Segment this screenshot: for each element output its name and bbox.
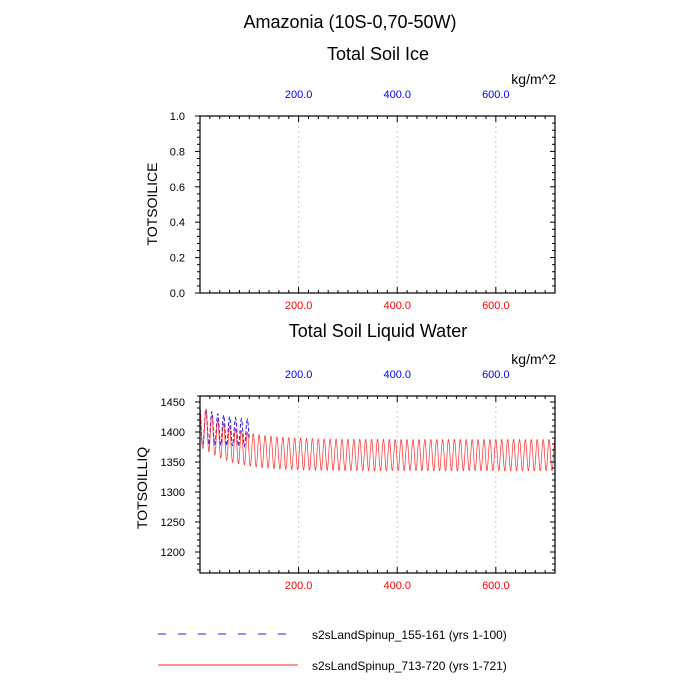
legend: s2sLandSpinup_155-161 (yrs 1-100) s2sLan…: [158, 628, 507, 673]
series-line-spinup-155-161: [199, 407, 250, 449]
chart-title: Total Soil Liquid Water: [289, 321, 467, 341]
legend-label: s2sLandSpinup_713-720 (yrs 1-721): [312, 659, 507, 673]
x-tick-label-top: 200.0: [285, 89, 313, 101]
y-tick-label: 0.4: [170, 217, 185, 229]
y-tick-label: 0.2: [170, 253, 185, 265]
units-label: kg/m^2: [511, 351, 556, 367]
x-tick-label-top: 600.0: [482, 89, 510, 101]
chart-panel-total-soil-liquid-water: Total Soil Liquid Water kg/m^2 TOTSOILLI…: [134, 321, 556, 592]
x-tick-label-bottom: 400.0: [383, 300, 411, 312]
chart-panel-total-soil-ice: Total Soil Ice kg/m^2 TOTSOILICE 200.020…: [144, 44, 556, 312]
data-lines: [199, 407, 556, 472]
series-line-spinup-713-720: [199, 407, 556, 472]
y-tick-label: 1200: [161, 547, 185, 559]
y-tick-label: 0.6: [170, 182, 185, 194]
x-tick-label-bottom: 600.0: [482, 300, 510, 312]
units-label: kg/m^2: [511, 71, 556, 87]
y-tick-label: 1450: [161, 397, 185, 409]
page-title: Amazonia (10S-0,70-50W): [243, 12, 456, 32]
y-axis-label: TOTSOILICE: [144, 163, 160, 246]
y-axis-label: TOTSOILLIQ: [134, 447, 150, 529]
x-tick-label-bottom: 200.0: [285, 580, 313, 592]
y-tick-label: 1400: [161, 427, 185, 439]
y-tick-label: 1.0: [170, 111, 185, 123]
y-tick-label: 1250: [161, 517, 185, 529]
x-tick-label-top: 400.0: [383, 369, 411, 381]
legend-label: s2sLandSpinup_155-161 (yrs 1-100): [312, 628, 507, 642]
y-tick-label: 1300: [161, 487, 185, 499]
axis-ticks: 200.0 200.0 400.0 400.0 600.0 600.0 1200 1250 13…: [161, 369, 555, 592]
y-tick-label: 0.8: [170, 146, 185, 158]
x-tick-label-bottom: 200.0: [285, 300, 313, 312]
x-tick-label-top: 600.0: [482, 369, 510, 381]
x-tick-label-bottom: 400.0: [383, 580, 411, 592]
y-tick-label: 0.0: [170, 288, 185, 300]
chart-title: Total Soil Ice: [327, 44, 429, 64]
y-tick-label: 1350: [161, 457, 185, 469]
axis-ticks: 200.0 200.0 400.0 400.0 600.0 600.0 0.0 0.2 0.4 0…: [170, 89, 555, 312]
x-tick-label-bottom: 600.0: [482, 580, 510, 592]
x-tick-label-top: 200.0: [285, 369, 313, 381]
x-tick-label-top: 400.0: [383, 89, 411, 101]
